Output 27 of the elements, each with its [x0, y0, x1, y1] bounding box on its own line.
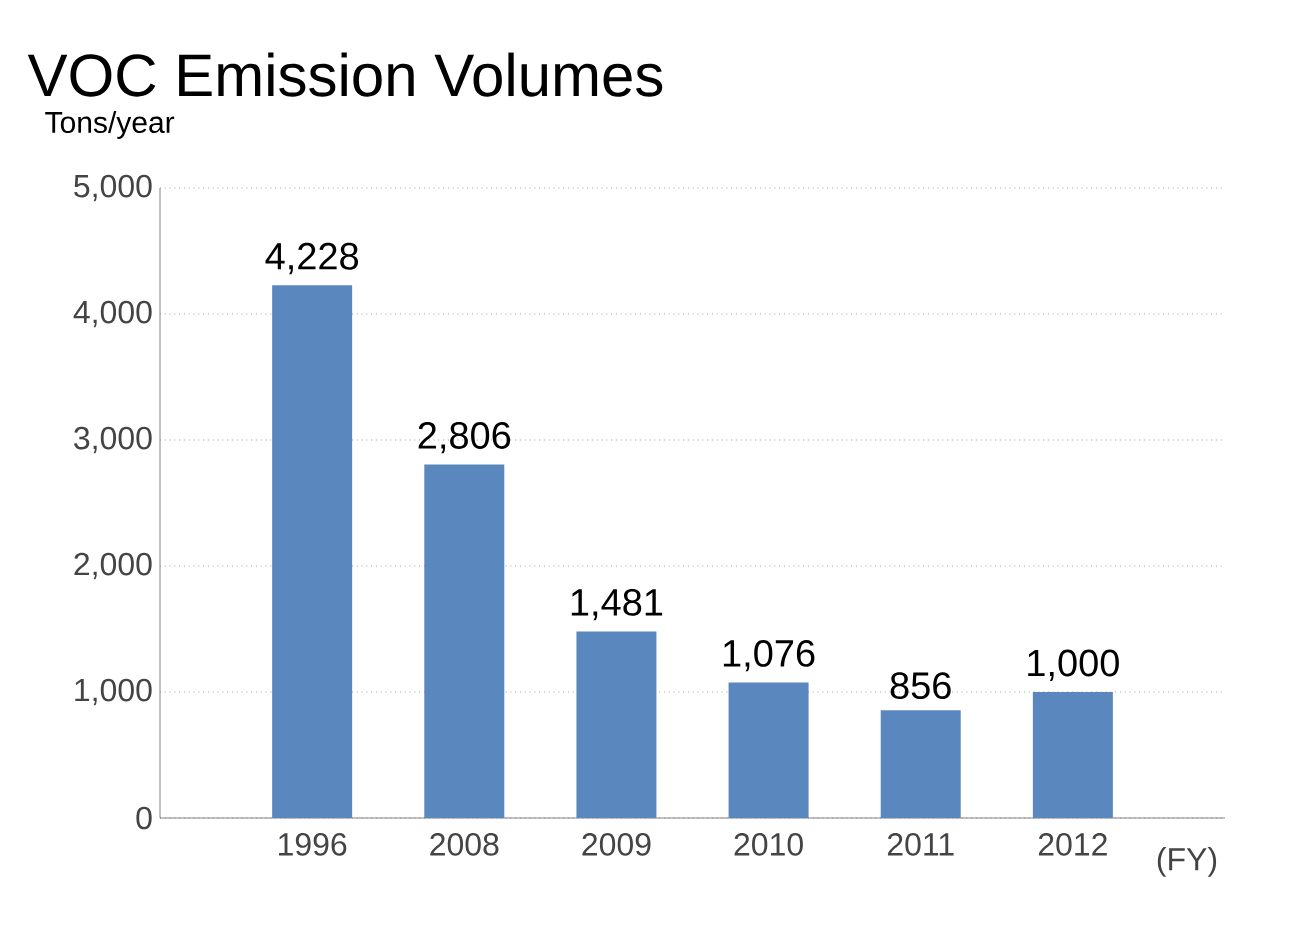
x-tick-label: 2008 — [430, 833, 499, 856]
x-tick-label: 2010 — [734, 833, 803, 856]
x-axis-title: (FY) — [1157, 847, 1217, 877]
x-tick-label: 2009 — [582, 833, 651, 856]
bar — [576, 631, 657, 818]
y-tick-label: 1,000 — [75, 678, 152, 706]
y-tick-label: 0 — [136, 806, 152, 830]
y-tick-label: 3,000 — [74, 426, 152, 454]
x-tick-label: 2012 — [1038, 833, 1107, 856]
data-label: 4,228 — [265, 242, 359, 275]
data-label: 1,481 — [571, 588, 663, 621]
y-tick-label: 5,000 — [74, 174, 152, 202]
data-label: 2,806 — [418, 421, 511, 454]
bar — [880, 710, 961, 818]
bar — [424, 464, 505, 818]
data-label: 1,076 — [723, 639, 815, 672]
chart-title: VOC Emission Volumes — [27, 52, 663, 97]
bar — [1032, 691, 1113, 818]
bar — [272, 285, 353, 818]
y-tick-label: 2,000 — [74, 552, 152, 580]
y-axis-title: Tons/year — [45, 111, 175, 139]
data-label: 1,000 — [1028, 649, 1119, 681]
x-tick-label: 2011 — [887, 833, 954, 856]
data-label: 856 — [890, 672, 951, 700]
bar — [728, 682, 809, 818]
x-tick-label: 1996 — [279, 833, 347, 856]
y-tick-label: 4,000 — [73, 300, 152, 328]
